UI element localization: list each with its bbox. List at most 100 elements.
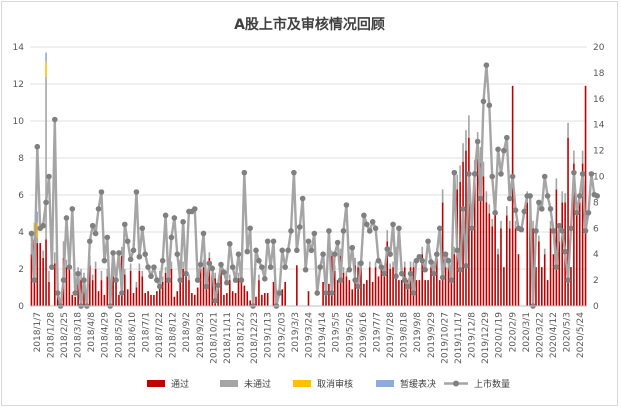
line-point <box>296 224 303 230</box>
line-point <box>101 257 108 264</box>
bar <box>345 276 348 306</box>
bar <box>208 257 211 306</box>
y-right-tick-label: 14 <box>593 121 605 131</box>
bar <box>401 280 403 306</box>
line-point <box>585 209 592 216</box>
bar <box>208 252 211 258</box>
bar <box>497 254 499 306</box>
bar <box>266 293 269 306</box>
bar <box>83 272 85 281</box>
x-tick-label: 2019/6/16 <box>359 312 369 358</box>
y-left-tick-label: 4 <box>18 228 24 238</box>
line-point <box>261 276 268 282</box>
bar <box>438 280 441 306</box>
line-point <box>568 225 574 232</box>
line-point <box>512 207 519 213</box>
x-tick-label: 2019/5/26 <box>345 312 355 358</box>
line-point <box>86 238 93 245</box>
bar <box>144 293 146 306</box>
line-point <box>326 228 332 234</box>
bar <box>249 300 251 306</box>
bar <box>91 274 94 281</box>
line-point <box>556 222 563 229</box>
bar <box>342 267 345 273</box>
bar <box>45 52 47 62</box>
line-point <box>361 212 367 219</box>
x-tick-label: 2019/7/7 <box>372 312 382 352</box>
legend-label: 暂缓表决 <box>400 378 436 390</box>
bar <box>36 211 39 223</box>
line-point <box>501 147 507 154</box>
bar <box>214 272 216 279</box>
line-point <box>136 253 143 260</box>
line-point <box>203 283 210 290</box>
line-point <box>460 206 466 212</box>
bar <box>491 219 494 227</box>
line-point <box>390 221 396 228</box>
line-point <box>588 171 595 177</box>
y-left-tick-label: 2 <box>18 265 24 275</box>
bar <box>549 220 552 229</box>
line-point <box>168 234 175 241</box>
line-point <box>425 238 431 245</box>
bar <box>573 163 575 306</box>
bar <box>88 265 91 306</box>
bar <box>272 281 275 306</box>
bar <box>115 276 117 306</box>
bar <box>202 259 205 268</box>
x-tick-label: 2018/4/29 <box>101 312 111 358</box>
line-point <box>34 143 41 150</box>
line-point <box>194 277 201 283</box>
bar <box>360 267 362 306</box>
x-tick-label: 2018/12/23 <box>250 312 260 364</box>
bar <box>53 252 56 264</box>
bar <box>395 254 397 306</box>
bar <box>42 250 44 258</box>
bar <box>503 267 505 306</box>
line-point <box>276 290 283 296</box>
bar <box>459 182 461 306</box>
bar <box>36 237 39 244</box>
bar <box>430 267 432 306</box>
bar <box>36 243 39 306</box>
bar <box>421 254 424 306</box>
bar <box>441 202 444 306</box>
bar <box>532 220 534 229</box>
x-tick-label: 2018/1/7 <box>33 312 43 352</box>
bar <box>65 259 68 268</box>
line-point <box>378 264 385 270</box>
bar <box>39 243 42 306</box>
x-tick-label: 2020/4/12 <box>549 312 559 358</box>
bar <box>578 202 581 306</box>
bar <box>573 150 575 164</box>
bar <box>465 130 467 151</box>
bar <box>199 269 202 306</box>
bar <box>476 150 479 306</box>
line-point <box>124 238 131 245</box>
line-point <box>224 279 230 286</box>
bar <box>488 213 491 306</box>
x-tick-label: 2018/8/12 <box>169 312 179 358</box>
bar <box>392 267 394 306</box>
line-point <box>331 251 338 257</box>
line-point <box>133 189 140 195</box>
bar <box>138 270 141 306</box>
y-right-tick-label: 8 <box>593 198 599 208</box>
line-point <box>369 219 376 225</box>
line-point <box>410 290 417 296</box>
x-tick-label: 2018/12/2 <box>237 312 247 358</box>
bar <box>185 276 187 306</box>
line-point <box>191 206 198 212</box>
bar <box>36 222 39 238</box>
line-point <box>576 193 583 199</box>
x-tick-label: 2020/5/24 <box>576 312 586 358</box>
line-point <box>579 171 586 177</box>
x-tick-label: 2019/2/03 <box>277 312 287 358</box>
bar <box>471 215 473 306</box>
bar <box>482 176 485 306</box>
bar <box>307 291 310 306</box>
bar <box>444 261 447 268</box>
bar <box>97 291 100 306</box>
x-tick-label: 2018/4/8 <box>87 312 97 353</box>
